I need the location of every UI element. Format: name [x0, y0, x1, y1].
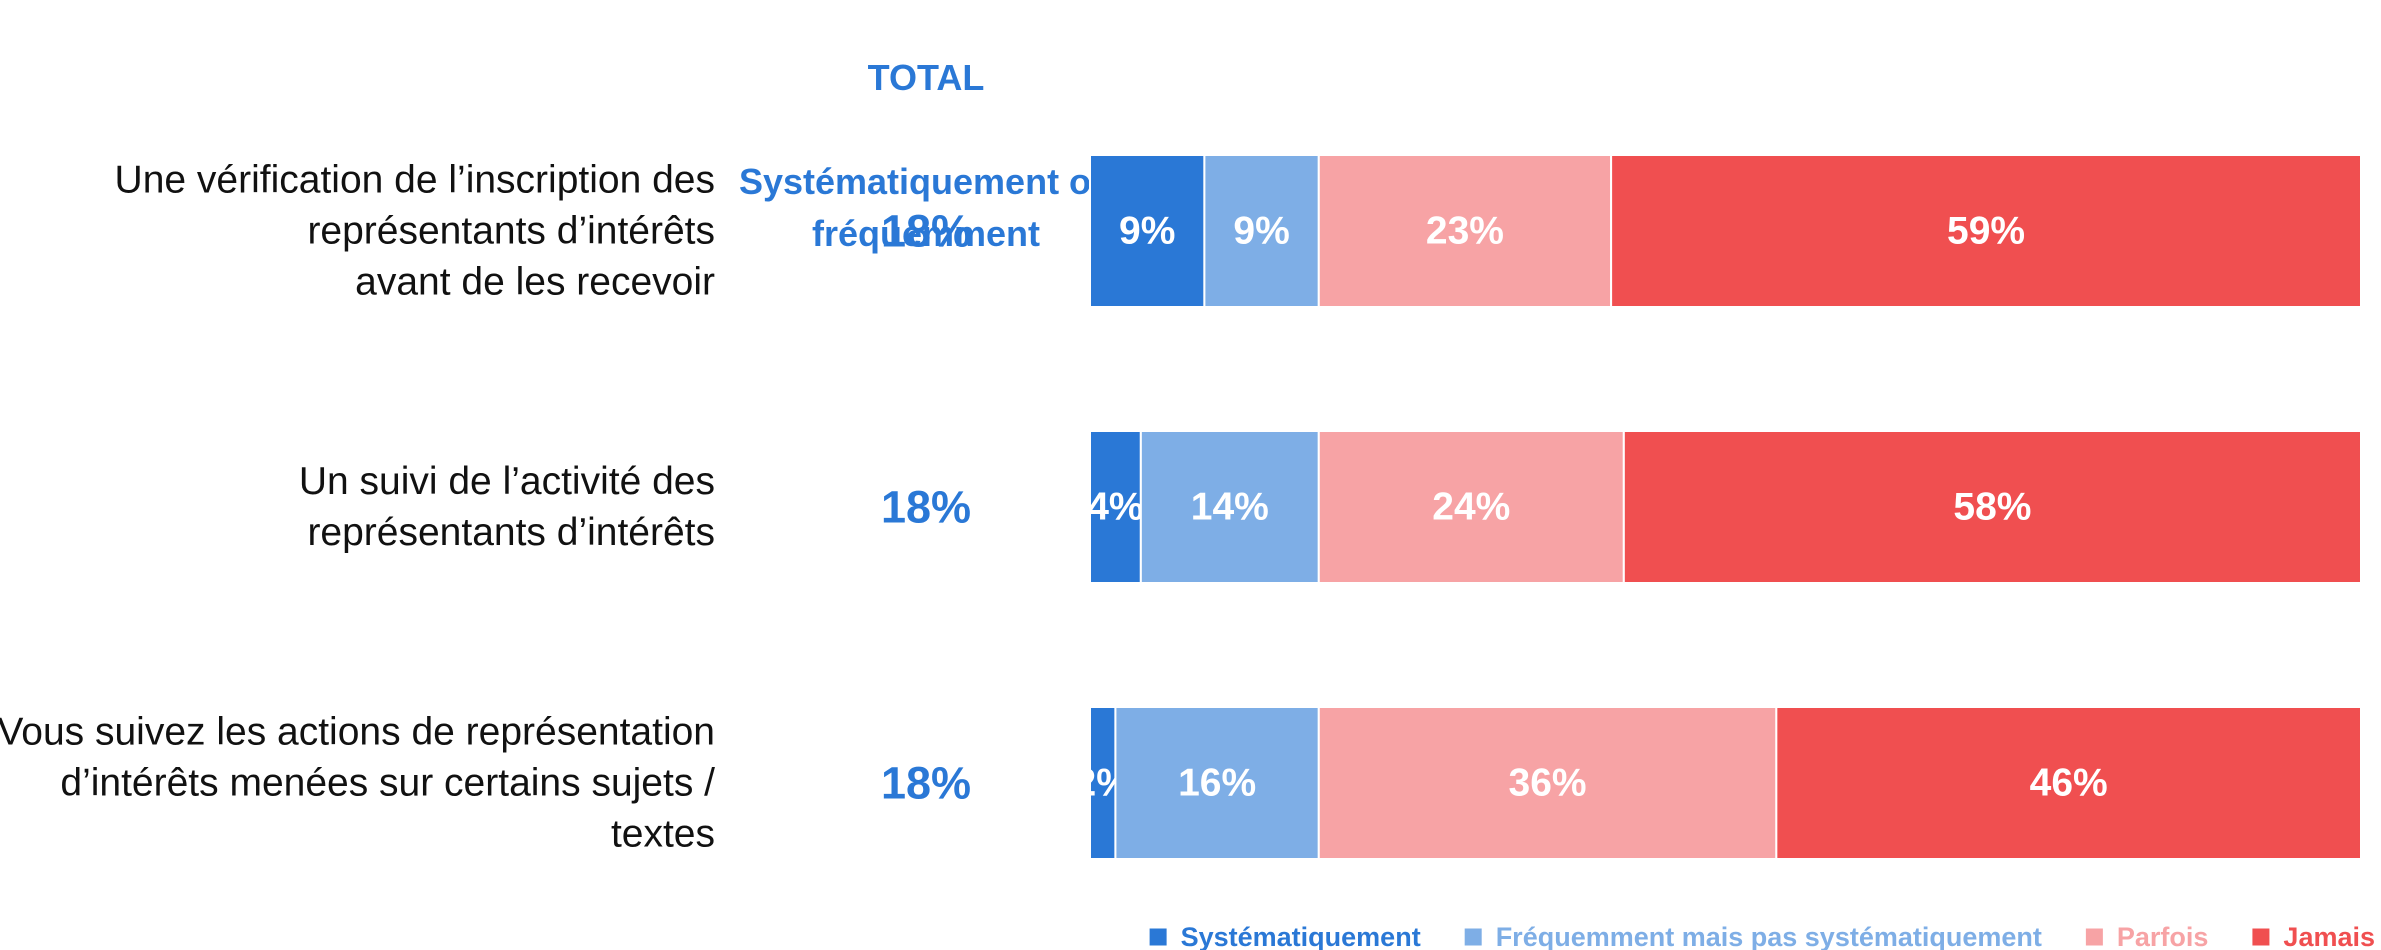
data-label: 16%	[1178, 762, 1256, 805]
category-label: Une vérification de l’inscription des re…	[114, 158, 715, 304]
legend-swatch	[2085, 928, 2103, 946]
total-value: 18%	[881, 206, 971, 257]
data-label: 23%	[1426, 210, 1504, 253]
total-header: TOTAL Systématiquement ou fréquemment	[676, 0, 1176, 312]
total-subtitle: Systématiquement ou fréquemment	[738, 161, 1113, 254]
bar-segment	[1775, 706, 2362, 860]
legend-label: Fréquemment mais pas systématiquement	[1496, 922, 2042, 950]
legend-label: Systématiquement	[1181, 922, 1421, 950]
data-label: 58%	[1953, 486, 2031, 529]
bar-segment	[1317, 154, 1613, 308]
bar-segment	[1622, 430, 2362, 584]
total-value: 18%	[881, 758, 971, 809]
legend-swatch	[2252, 928, 2270, 946]
total-title: TOTAL	[867, 57, 985, 98]
bar-segment	[1317, 430, 1625, 584]
data-label: 36%	[1509, 762, 1587, 805]
bar-segment	[1610, 154, 2362, 308]
data-label: 59%	[1947, 210, 2025, 253]
legend-swatch	[1464, 928, 1482, 946]
bar-segment	[1139, 430, 1320, 584]
bar-segment	[1089, 154, 1206, 308]
legend-label: Jamais	[2283, 922, 2375, 950]
category-label: Un suivi de l’activité des représentants…	[298, 460, 715, 554]
data-label: 14%	[1191, 486, 1269, 529]
data-label: 24%	[1432, 486, 1510, 529]
category-label: Vous suivez les actions de représentatio…	[0, 710, 715, 856]
bar-segment	[1114, 706, 1320, 860]
bar-segment	[1089, 706, 1117, 860]
bar-segment	[1317, 706, 1778, 860]
bar-segment	[1203, 154, 1320, 308]
data-label: 4%	[1087, 486, 1143, 529]
bar-segment	[1089, 430, 1142, 584]
data-label: 9%	[1233, 210, 1289, 253]
data-label: 46%	[2030, 762, 2108, 805]
legend-label: Parfois	[2117, 922, 2209, 950]
legend-swatch	[1149, 928, 1167, 946]
total-value: 18%	[881, 482, 971, 533]
data-label: 9%	[1119, 210, 1175, 253]
